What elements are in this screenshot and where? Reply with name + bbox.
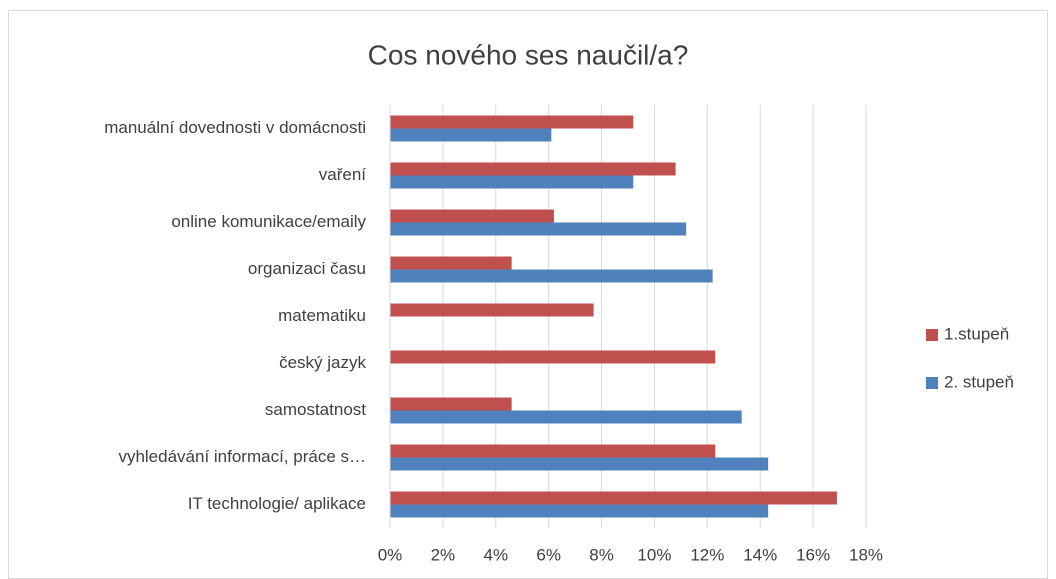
legend-swatch [926, 377, 938, 389]
chart-border [8, 10, 1048, 579]
y-tick-label: samostatnost [265, 400, 366, 419]
x-tick-label: 14% [743, 545, 777, 564]
bar [390, 397, 512, 411]
bar [390, 504, 769, 518]
bar [390, 162, 676, 176]
x-tick-label: 4% [483, 545, 508, 564]
chart-title: Cos nového ses naučil/a? [368, 39, 689, 70]
y-tick-label: matematiku [278, 306, 366, 325]
x-tick-label: 12% [690, 545, 724, 564]
x-tick-label: 2% [431, 545, 456, 564]
bar [390, 410, 742, 424]
y-tick-label: IT technologie/ aplikace [188, 494, 366, 513]
bar [390, 269, 713, 283]
bar [390, 444, 716, 458]
bar [390, 350, 716, 364]
y-tick-label: český jazyk [279, 353, 366, 372]
y-tick-label: vyhledávání informací, práce s… [118, 447, 366, 466]
x-tick-label: 0% [378, 545, 403, 564]
bar [390, 491, 837, 505]
legend-label: 1.stupeň [944, 324, 1009, 343]
bar [390, 222, 687, 236]
bar [390, 175, 634, 189]
bar [390, 128, 552, 142]
y-tick-label: vaření [319, 165, 367, 184]
x-tick-label: 16% [796, 545, 830, 564]
bar [390, 457, 769, 471]
bar [390, 209, 554, 223]
x-tick-label: 18% [849, 545, 883, 564]
bar [390, 303, 594, 317]
y-tick-label: online komunikace/emaily [171, 212, 366, 231]
bar [390, 256, 512, 270]
bar [390, 115, 634, 129]
legend-label: 2. stupeň [944, 372, 1014, 391]
y-tick-label: organizaci času [248, 259, 366, 278]
legend-swatch [926, 329, 938, 341]
x-tick-label: 6% [536, 545, 561, 564]
y-tick-label: manuální dovednosti v domácnosti [104, 118, 366, 137]
x-tick-label: 10% [637, 545, 671, 564]
x-tick-label: 8% [589, 545, 614, 564]
